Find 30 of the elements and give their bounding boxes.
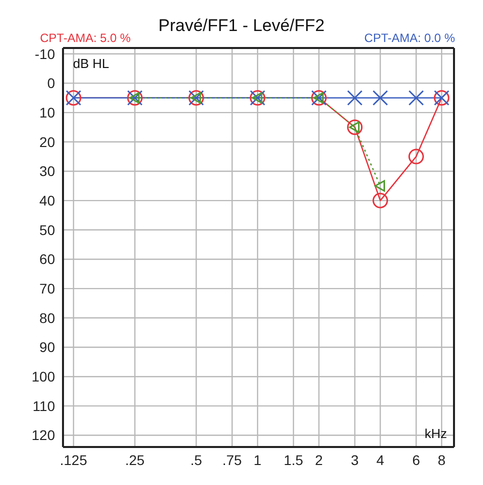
x-tick-label: 8 bbox=[438, 452, 446, 468]
y-tick-label: 50 bbox=[39, 222, 56, 238]
y-tick-label: 100 bbox=[32, 368, 56, 385]
y-tick-label: 90 bbox=[39, 339, 56, 356]
x-axis-title: kHz bbox=[424, 426, 447, 441]
y-tick-label: -10 bbox=[34, 46, 56, 62]
x-tick-label: 3 bbox=[350, 452, 359, 468]
x-tick-label: 1 bbox=[254, 452, 262, 468]
y-tick-label: 120 bbox=[32, 427, 56, 444]
y-tick-label: 110 bbox=[32, 398, 56, 414]
y-tick-label: 10 bbox=[39, 104, 56, 121]
x-tick-label: .125 bbox=[60, 452, 88, 468]
y-tick-label: 40 bbox=[39, 192, 56, 209]
chart-title: Pravé/FF1 - Levé/FF2 bbox=[158, 16, 325, 35]
x-tick-label: .5 bbox=[190, 452, 202, 468]
y-axis-title: dB HL bbox=[73, 56, 110, 71]
y-tick-label: 60 bbox=[39, 251, 56, 268]
x-tick-label: 6 bbox=[412, 452, 420, 468]
text: CPT-AMA: 0.0 % bbox=[364, 31, 455, 45]
y-tick-label: 70 bbox=[39, 280, 56, 297]
x-tick-label: .25 bbox=[125, 452, 145, 468]
x-tick-label: 2 bbox=[315, 452, 324, 468]
x-tick-label: 4 bbox=[376, 452, 384, 468]
x-tick-label: 1.5 bbox=[284, 452, 304, 468]
text: CPT-AMA: 5.0 % bbox=[40, 31, 131, 45]
y-tick-label: 30 bbox=[39, 163, 56, 180]
x-tick-label: .75 bbox=[222, 452, 242, 468]
y-tick-label: 0 bbox=[47, 75, 56, 92]
y-tick-label: 20 bbox=[39, 134, 56, 150]
y-tick-label: 80 bbox=[39, 310, 56, 326]
